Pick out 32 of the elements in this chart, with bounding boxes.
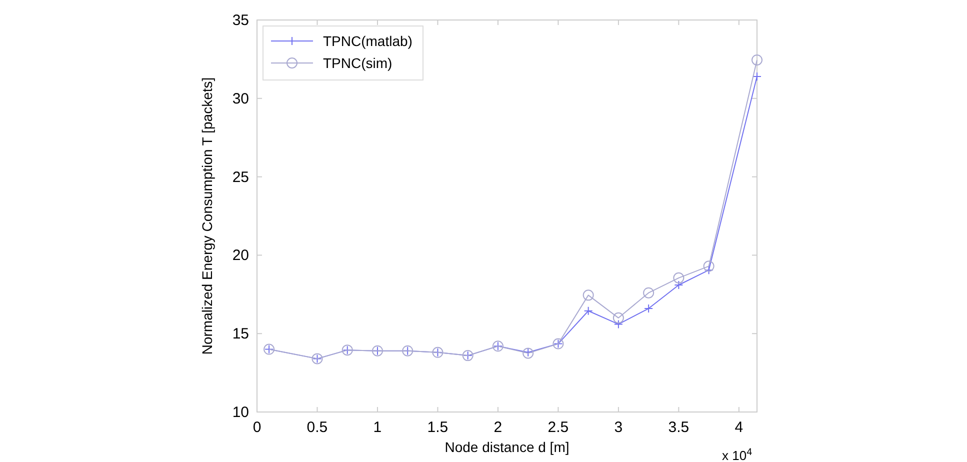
x-tick-label: 2 — [494, 419, 502, 436]
x-axis-title: Node distance d [m] — [444, 439, 570, 455]
legend-label: TPNC(matlab) — [323, 33, 412, 49]
point — [674, 280, 684, 290]
y-axis-title: Normalized Energy Consumption T [packets] — [199, 77, 215, 355]
x-tick-label: 1 — [373, 419, 382, 436]
x-tick-label: 2.5 — [548, 419, 569, 436]
y-tick-label: 30 — [232, 90, 249, 108]
x-tick-label: 1.5 — [427, 419, 448, 436]
legend-label: TPNC(sim) — [323, 55, 392, 71]
y-tick-label: 35 — [232, 12, 249, 29]
y-tick-label: 25 — [232, 168, 249, 186]
point — [703, 260, 714, 272]
point — [614, 320, 623, 329]
x-tick-label: 4 — [734, 419, 744, 436]
point — [644, 304, 654, 314]
x-tick-label: 3 — [614, 419, 623, 436]
point — [752, 54, 762, 66]
point — [643, 287, 654, 298]
point — [584, 306, 593, 316]
x-tick-label: 0.5 — [306, 419, 328, 436]
point — [752, 72, 762, 81]
y-tick-label: 10 — [232, 404, 249, 421]
point — [673, 272, 684, 284]
text: x 10$^{4}$ — [722, 446, 753, 462]
point — [704, 266, 714, 275]
point — [582, 290, 594, 301]
y-tick-label: 20 — [232, 247, 249, 264]
x-tick-label: 0 — [252, 419, 262, 436]
x-tick-label: 3.5 — [668, 419, 690, 436]
point — [612, 312, 624, 324]
y-tick-label: 15 — [232, 326, 249, 343]
